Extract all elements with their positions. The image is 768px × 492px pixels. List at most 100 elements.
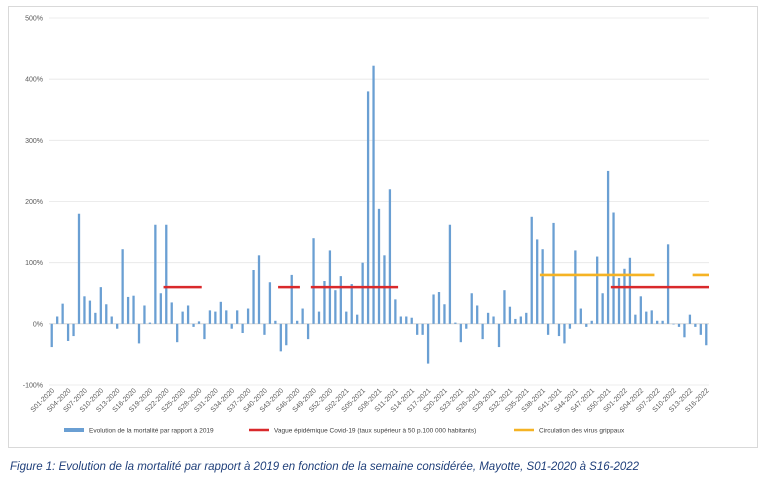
bar [459,323,462,343]
bar [514,318,517,324]
bar [110,316,113,324]
bar [399,316,402,324]
bar [219,301,222,324]
y-tick-label: 0% [33,321,43,328]
bar [394,299,397,324]
bar [672,323,675,325]
bar [241,323,244,334]
bar [339,276,342,324]
bar [519,316,522,324]
bar [186,305,190,324]
bar [225,310,228,324]
bar [345,311,348,324]
bar [50,323,53,348]
bar [541,249,544,324]
bar [492,316,495,324]
bar [585,323,588,327]
bar [677,323,681,327]
bar [334,290,337,324]
bar [290,274,293,324]
bar [443,304,446,324]
bar [94,312,97,324]
bar [192,323,195,327]
bar [530,216,533,324]
bar [105,304,108,324]
bar [323,281,326,324]
bar [77,213,81,324]
bar [317,311,321,324]
bar [405,316,408,324]
bar [623,268,626,324]
bar [656,320,659,324]
period-lines [163,273,709,289]
bar [121,249,124,324]
bar [56,316,59,324]
bar [279,323,282,352]
bar [306,323,310,340]
y-tick-labels: -100% 0% 100% 200% 300% 400% 500% [23,16,43,390]
bar [645,311,648,324]
bar [356,314,359,324]
bar [372,65,375,324]
bar [296,320,299,324]
y-tick-label: -100% [23,383,43,390]
legend-swatch [64,428,84,432]
bar [230,323,233,329]
bar [601,293,604,324]
bar [126,296,130,324]
bar [536,239,539,324]
bar [388,189,392,324]
legend: Evolution de la mortalité par rapport à … [64,428,625,435]
bar [61,303,64,324]
figure-caption: Figure 1: Evolution de la mortalité par … [10,461,640,473]
legend-label: Evolution de la mortalité par rapport à … [89,428,214,435]
legend-label: Circulation des virus grippaux [539,428,625,435]
bar [66,323,70,341]
bar [634,314,637,324]
y-tick-label: 400% [25,77,43,84]
bar [579,308,582,324]
bar [246,308,250,324]
bar [454,322,457,324]
bar [410,317,413,324]
bar [285,323,288,346]
bar [432,294,435,324]
bar [590,320,593,324]
bar [617,277,621,324]
bar [465,323,468,329]
bar [497,323,501,348]
bar [699,323,702,335]
bar [132,295,135,324]
bar [563,323,566,344]
bar [661,320,664,324]
y-tick-label: 500% [25,16,43,23]
bar [683,323,686,338]
bar [666,244,670,324]
bar [606,170,610,324]
bar [176,323,179,343]
bar [688,314,692,324]
bar [99,287,102,324]
bar [208,310,212,324]
chart-frame: -100% 0% 100% 200% 300% 400% 500% S01-2020 S04-… [8,6,758,448]
bar [361,262,364,324]
bar [143,305,146,324]
bar [165,224,168,324]
bar [416,323,419,335]
bar [116,323,119,329]
bar [88,300,92,324]
bar [470,293,473,324]
bar [503,290,506,324]
bar [154,224,157,324]
bar [481,323,484,340]
bar [301,308,304,324]
bar [377,208,381,324]
bar [148,322,152,324]
grid-lines [49,17,709,386]
bar [568,323,572,329]
bar [612,212,615,324]
bar [557,323,561,337]
bar [274,320,277,324]
bar [214,311,217,324]
bar [552,222,555,324]
